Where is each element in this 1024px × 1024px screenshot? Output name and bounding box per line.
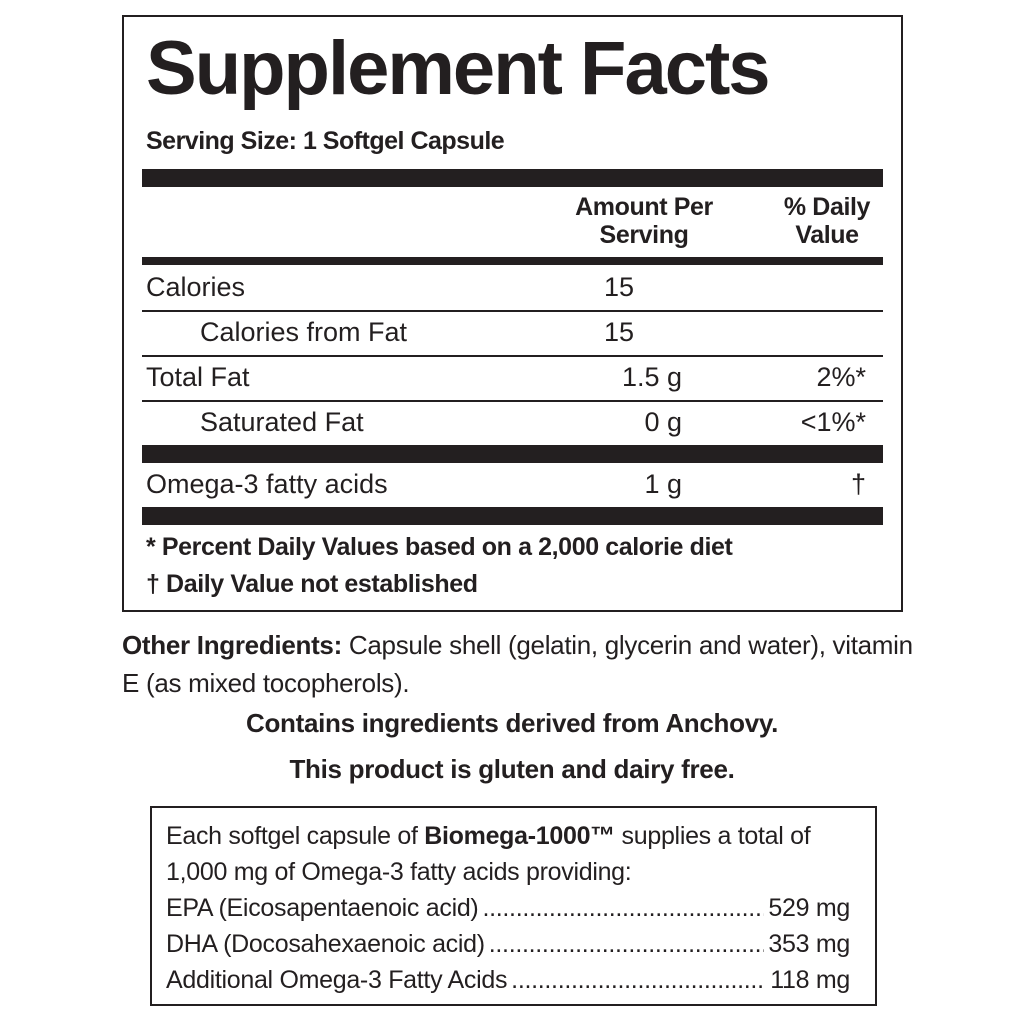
statement: This product is gluten and dairy free. xyxy=(289,754,735,784)
item-amount: 529 mg xyxy=(768,894,850,922)
row-name: Omega-3 fatty acids xyxy=(146,469,388,499)
item-amount: 118 mg xyxy=(770,966,850,994)
row-amount: 15 xyxy=(604,317,635,347)
title: Supplement Facts xyxy=(146,26,771,111)
supplement-facts-panel: Supplement Facts Serving Size: 1 Softgel… xyxy=(122,15,903,612)
intro-text: supplies a total of 1,000 mg of Omega-3 … xyxy=(166,822,811,886)
dot-leader xyxy=(482,894,764,923)
info-item: Additional Omega-3 Fatty Acids 118 mg xyxy=(166,966,850,995)
item-name: EPA (Eicosapentaenoic acid) xyxy=(166,894,479,922)
thick-rule xyxy=(142,445,883,463)
dot-leader xyxy=(511,966,766,995)
row-daily-value: <1%* xyxy=(800,407,866,437)
row-amount: 1.5 g xyxy=(621,362,682,392)
item-amount: 353 mg xyxy=(768,930,850,958)
other-ingredients: Other Ingredients: Capsule shell (gelati… xyxy=(122,626,922,702)
row-daily-value: 2%* xyxy=(816,362,866,392)
row-name: Saturated Fat xyxy=(200,407,364,437)
dot-leader xyxy=(489,930,765,959)
info-item: DHA (Docosahexaenoic acid) 353 mg xyxy=(166,930,850,959)
other-ingredients-text: Capsule shell (gelatin, glycerin and wat… xyxy=(122,630,913,698)
row-rule xyxy=(142,355,883,357)
footnote: * Percent Daily Values based on a 2,000 … xyxy=(146,533,733,561)
row-amount: 15 xyxy=(604,272,635,302)
row-daily-value: † xyxy=(850,469,866,499)
row-rule xyxy=(142,400,883,402)
info-intro: Each softgel capsule of Biomega-1000™ su… xyxy=(166,818,866,890)
info-item: EPA (Eicosapentaenoic acid) 529 mg xyxy=(166,894,850,923)
other-ingredients-label: Other Ingredients: xyxy=(122,630,342,660)
header-daily-value: % Daily Value xyxy=(783,193,871,249)
medium-rule xyxy=(142,257,883,265)
footnote: † Daily Value not established xyxy=(146,570,478,598)
row-name: Calories xyxy=(146,272,246,302)
row-amount: 0 g xyxy=(644,407,682,437)
row-name: Total Fat xyxy=(146,362,250,392)
item-name: Additional Omega-3 Fatty Acids xyxy=(166,966,508,994)
header-amount: Amount Per Serving xyxy=(575,193,713,249)
thick-rule xyxy=(142,507,883,525)
row-name: Calories from Fat xyxy=(200,317,408,347)
thick-rule xyxy=(142,169,883,187)
product-name: Biomega-1000™ xyxy=(424,822,615,850)
item-name: DHA (Docosahexaenoic acid) xyxy=(166,930,485,958)
intro-text: Each softgel capsule of xyxy=(166,822,418,850)
serving-size: Serving Size: 1 Softgel Capsule xyxy=(146,127,505,155)
row-amount: 1 g xyxy=(644,469,682,499)
row-rule xyxy=(142,310,883,312)
info-box: Each softgel capsule of Biomega-1000™ su… xyxy=(150,806,877,1006)
statement: Contains ingredients derived from Anchov… xyxy=(245,708,779,738)
